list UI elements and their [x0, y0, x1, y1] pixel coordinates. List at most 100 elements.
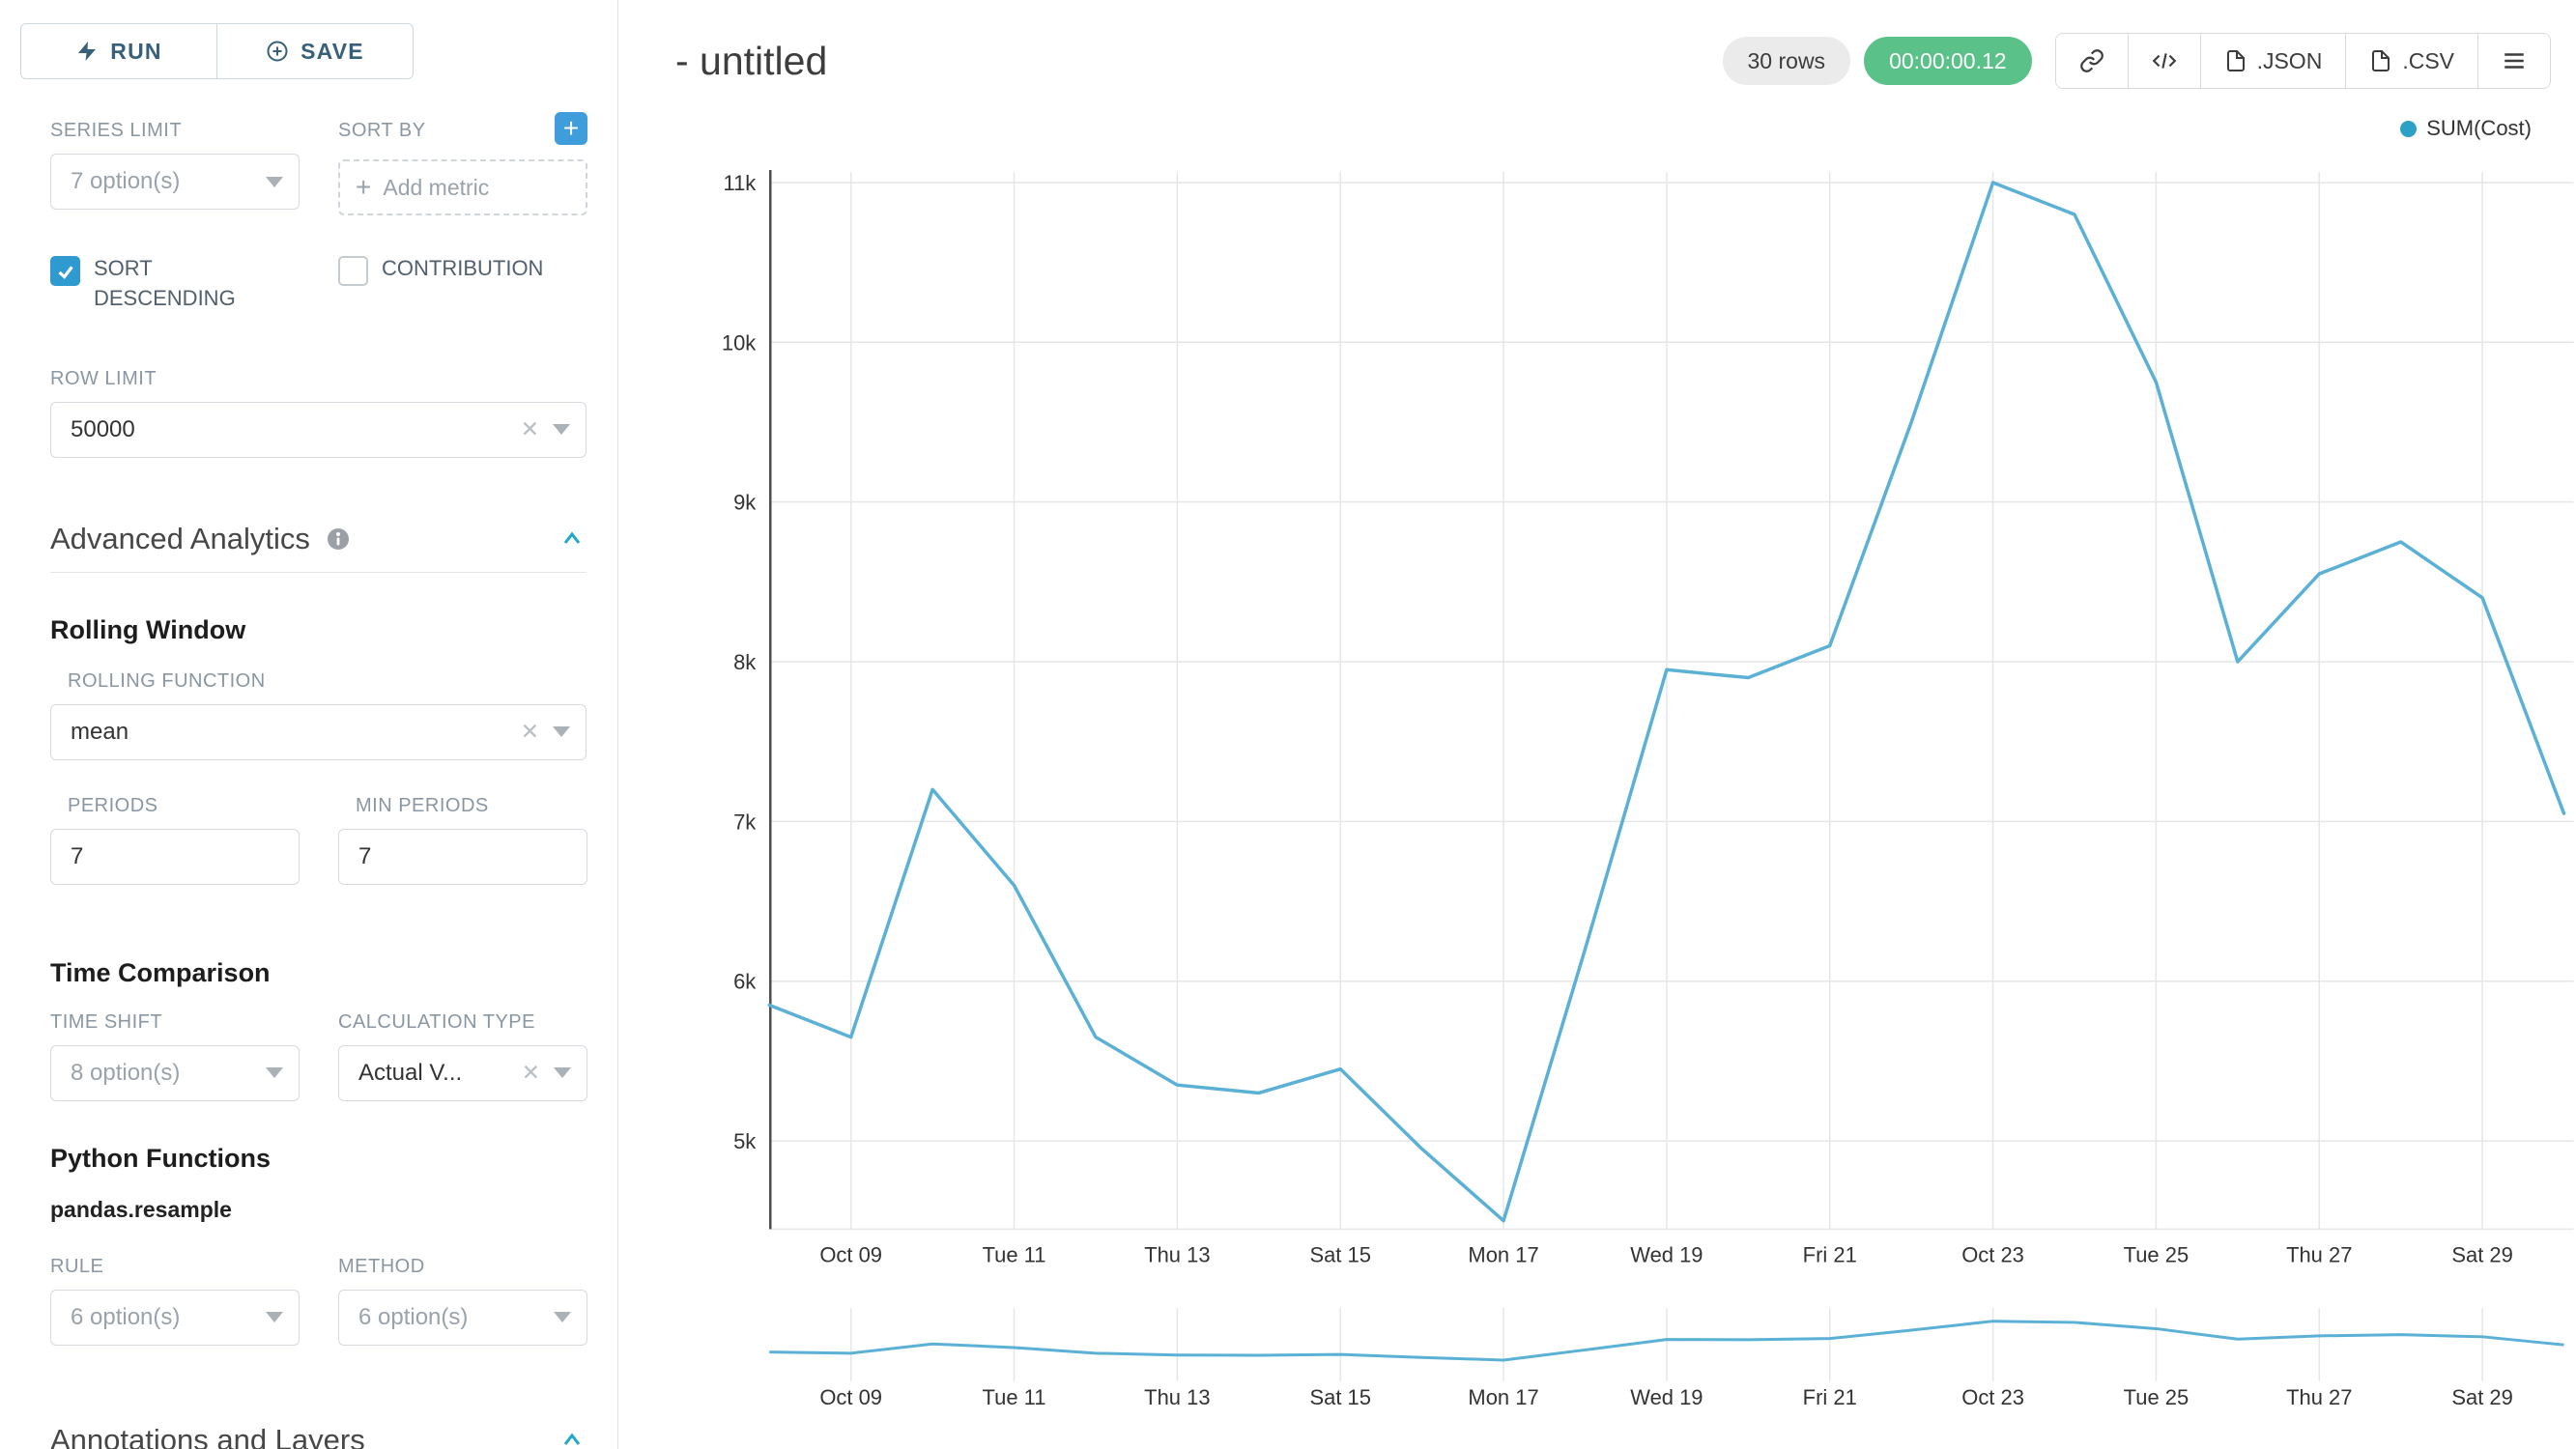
sort-descending-checkbox[interactable] — [50, 256, 80, 286]
rule-select[interactable]: 6 option(s) — [50, 1289, 300, 1346]
periods-label: PERIODS — [68, 794, 158, 816]
svg-text:Thu 27: Thu 27 — [2286, 1242, 2352, 1266]
calculation-type-value: Actual V... — [358, 1059, 463, 1086]
sort-descending-option[interactable]: SORT DESCENDING — [50, 254, 300, 314]
json-label: .JSON — [2256, 47, 2323, 73]
hamburger-menu-icon — [2504, 53, 2524, 69]
svg-text:Tue 25: Tue 25 — [2124, 1385, 2190, 1409]
row-limit-value: 50000 — [71, 415, 135, 442]
csv-label: .CSV — [2402, 47, 2454, 73]
pandas-resample-label: pandas.resample — [50, 1196, 232, 1222]
min-periods-label: MIN PERIODS — [356, 794, 489, 816]
svg-text:Oct 23: Oct 23 — [1961, 1242, 2024, 1266]
file-icon — [2372, 50, 2390, 71]
method-label: METHOD — [338, 1255, 425, 1277]
chart-header-controls: 30 rows 00:00:00.12 .JSON .CSV — [1722, 33, 2551, 89]
time-shift-label: TIME SHIFT — [50, 1010, 163, 1033]
row-limit-label: ROW LIMIT — [50, 367, 157, 389]
series-limit-label: SERIES LIMIT — [50, 120, 183, 141]
chart-area: - untitled 30 rows 00:00:00.12 .JSON — [618, 0, 2576, 1449]
method-select[interactable]: 6 option(s) — [338, 1289, 587, 1346]
chart-legend[interactable]: SUM(Cost) — [618, 116, 2532, 141]
contribution-option[interactable]: CONTRIBUTION — [338, 254, 587, 314]
svg-text:Fri 21: Fri 21 — [1803, 1242, 1857, 1266]
rolling-function-label: ROLLING FUNCTION — [68, 669, 266, 692]
series-limit-select[interactable]: 7 option(s) — [50, 154, 300, 210]
info-icon — [327, 527, 349, 550]
check-icon — [58, 265, 73, 279]
svg-text:Mon 17: Mon 17 — [1468, 1385, 1538, 1409]
series-limit-value: 7 option(s) — [71, 168, 181, 194]
python-functions-title: Python Functions — [50, 1143, 271, 1173]
legend-label: SUM(Cost) — [2426, 116, 2532, 140]
chevron-up-icon[interactable] — [558, 1426, 587, 1449]
embed-code-button[interactable] — [2127, 34, 2200, 88]
svg-text:8k: 8k — [733, 650, 757, 674]
time-comparison-title: Time Comparison — [50, 957, 271, 987]
advanced-analytics-header[interactable]: Advanced Analytics — [50, 522, 587, 573]
plus-icon: + — [562, 113, 580, 143]
svg-text:Fri 21: Fri 21 — [1803, 1385, 1857, 1409]
svg-text:Sat 29: Sat 29 — [2451, 1242, 2512, 1266]
annotations-layers-header[interactable]: Annotations and Layers — [50, 1423, 587, 1449]
rolling-function-select[interactable]: mean ✕ — [50, 703, 587, 760]
svg-text:Oct 09: Oct 09 — [819, 1385, 882, 1409]
chevron-down-icon — [554, 1312, 571, 1323]
svg-text:7k: 7k — [733, 810, 757, 834]
save-button[interactable]: SAVE — [216, 24, 413, 78]
row-count-badge: 30 rows — [1722, 37, 1851, 85]
time-shift-value: 8 option(s) — [71, 1059, 181, 1086]
svg-text:Thu 13: Thu 13 — [1144, 1385, 1210, 1409]
chevron-down-icon — [553, 726, 570, 738]
export-button-group: .JSON .CSV — [2054, 33, 2551, 89]
svg-text:Tue 11: Tue 11 — [983, 1385, 1046, 1409]
calculation-type-select[interactable]: Actual V... ✕ — [338, 1044, 587, 1101]
contribution-checkbox[interactable] — [338, 256, 368, 286]
control-panel-sidebar: RUN SAVE SERIES LIMIT 7 option(s) SO — [0, 0, 618, 1449]
svg-text:Tue 25: Tue 25 — [2124, 1242, 2190, 1266]
rolling-window-title: Rolling Window — [50, 614, 246, 644]
time-shift-select[interactable]: 8 option(s) — [50, 1044, 300, 1101]
svg-text:Sat 15: Sat 15 — [1309, 1242, 1370, 1266]
run-button[interactable]: RUN — [21, 24, 216, 78]
method-value: 6 option(s) — [358, 1303, 469, 1330]
svg-text:Thu 27: Thu 27 — [2286, 1385, 2352, 1409]
export-csv-button[interactable]: .CSV — [2345, 34, 2477, 88]
add-sort-metric-button[interactable]: + — [555, 112, 587, 145]
add-metric-dropzone[interactable]: + Add metric — [338, 159, 587, 215]
svg-text:Thu 13: Thu 13 — [1144, 1242, 1210, 1266]
svg-text:11k: 11k — [724, 171, 758, 195]
file-icon — [2226, 50, 2245, 71]
chevron-down-icon — [266, 1067, 283, 1079]
clear-icon[interactable]: ✕ — [521, 1060, 540, 1086]
chart-header: - untitled 30 rows 00:00:00.12 .JSON — [675, 33, 2551, 89]
clear-icon[interactable]: ✕ — [520, 416, 539, 442]
page-title: - untitled — [675, 38, 828, 83]
svg-text:Oct 23: Oct 23 — [1961, 1385, 2024, 1409]
rule-label: RULE — [50, 1255, 104, 1277]
mini-overview-chart[interactable]: Oct 09 Tue 11 Thu 13 Sat 15 Mon 17 Wed 19 Fri … — [618, 1304, 2575, 1449]
min-periods-input[interactable] — [338, 828, 587, 885]
chevron-down-icon — [266, 1312, 283, 1323]
row-limit-select[interactable]: 50000 ✕ — [50, 401, 587, 458]
add-metric-placeholder: Add metric — [383, 174, 490, 200]
svg-text:Mon 17: Mon 17 — [1468, 1242, 1538, 1266]
clear-icon[interactable]: ✕ — [520, 719, 539, 745]
chevron-up-icon[interactable] — [558, 525, 587, 554]
chevron-down-icon — [553, 424, 570, 436]
calculation-type-label: CALCULATION TYPE — [338, 1010, 535, 1033]
save-label: SAVE — [301, 38, 364, 64]
line-chart[interactable]: 5k 6k 7k 8k 9k 10k 11k Oct 09 Tue 11 Thu 13 Sat 15… — [618, 147, 2575, 1304]
link-icon — [2079, 49, 2104, 72]
chevron-down-icon — [266, 176, 283, 187]
export-json-button[interactable]: .JSON — [2199, 34, 2346, 88]
copy-link-button[interactable] — [2055, 34, 2128, 88]
sort-by-label: SORT BY — [338, 120, 426, 141]
periods-input[interactable] — [50, 828, 300, 885]
lightning-icon — [78, 42, 97, 61]
run-label: RUN — [110, 38, 162, 64]
svg-text:9k: 9k — [733, 491, 757, 515]
chart-menu-button[interactable] — [2477, 34, 2550, 88]
plus-circle-icon — [267, 41, 288, 62]
